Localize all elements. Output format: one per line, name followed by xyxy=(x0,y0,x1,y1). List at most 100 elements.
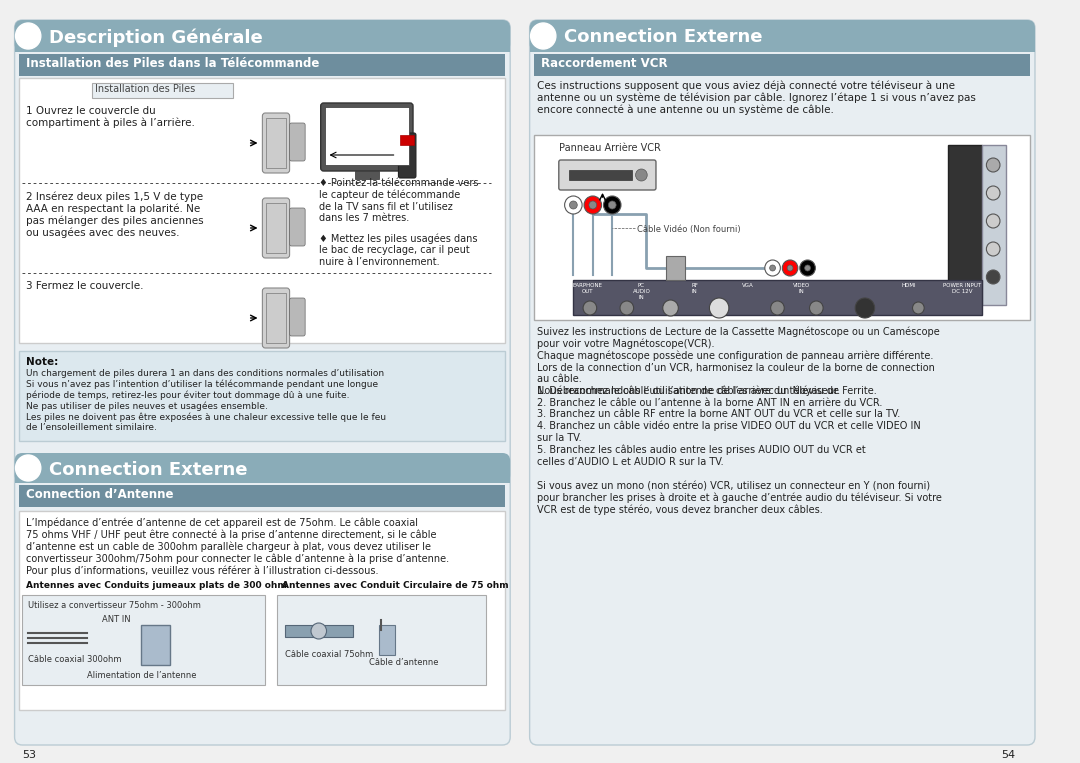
FancyBboxPatch shape xyxy=(289,208,306,246)
FancyBboxPatch shape xyxy=(289,123,306,161)
FancyBboxPatch shape xyxy=(262,198,289,258)
FancyBboxPatch shape xyxy=(535,135,1030,320)
Text: 2 Insérez deux piles 1,5 V de type
AAA en respectant la polarité. Ne
pas mélange: 2 Insérez deux piles 1,5 V de type AAA e… xyxy=(26,191,204,238)
FancyBboxPatch shape xyxy=(535,54,1030,76)
FancyBboxPatch shape xyxy=(947,145,982,305)
Circle shape xyxy=(311,623,326,639)
Circle shape xyxy=(986,214,1000,228)
FancyBboxPatch shape xyxy=(529,20,1035,52)
FancyBboxPatch shape xyxy=(325,107,409,165)
FancyBboxPatch shape xyxy=(267,293,286,343)
Text: Connection d’Antenne: Connection d’Antenne xyxy=(26,488,174,501)
FancyBboxPatch shape xyxy=(14,36,510,52)
Text: Câble Vidéo (Non fourni): Câble Vidéo (Non fourni) xyxy=(636,225,740,234)
FancyBboxPatch shape xyxy=(321,103,413,171)
FancyBboxPatch shape xyxy=(573,280,982,315)
FancyBboxPatch shape xyxy=(289,298,306,336)
FancyBboxPatch shape xyxy=(14,453,510,483)
FancyBboxPatch shape xyxy=(558,160,656,190)
Text: Alimentation de l’antenne: Alimentation de l’antenne xyxy=(87,671,197,680)
Text: Raccordement VCR: Raccordement VCR xyxy=(541,57,667,70)
Text: Câble d’antenne: Câble d’antenne xyxy=(369,658,438,667)
Text: VGA: VGA xyxy=(742,283,754,288)
Text: Antennes avec Conduit Circulaire de 75 ohm: Antennes avec Conduit Circulaire de 75 o… xyxy=(282,581,509,590)
Circle shape xyxy=(565,196,582,214)
FancyBboxPatch shape xyxy=(665,256,685,280)
FancyBboxPatch shape xyxy=(19,54,505,76)
FancyBboxPatch shape xyxy=(267,203,286,253)
Circle shape xyxy=(15,455,41,481)
Circle shape xyxy=(663,300,678,316)
Text: VIDEO
IN: VIDEO IN xyxy=(793,283,810,294)
Text: L’Impédance d’entrée d’antenne de cet appareil est de 75ohm. Le câble coaxial
75: L’Impédance d’entrée d’antenne de cet ap… xyxy=(26,517,449,576)
Text: Description Générale: Description Générale xyxy=(49,28,262,47)
Text: PC
AUDIO
IN: PC AUDIO IN xyxy=(633,283,650,300)
Text: ♦ Mettez les piles usagées dans
le bac de recyclage, car il peut
nuire à l’envir: ♦ Mettez les piles usagées dans le bac d… xyxy=(319,233,477,267)
Circle shape xyxy=(986,242,1000,256)
Text: 3 Fermez le couvercle.: 3 Fermez le couvercle. xyxy=(26,281,144,291)
Text: 1. Débranchez le câble ou l’antenne de l’arrière du téléviseur.
2. Branchez le c: 1. Débranchez le câble ou l’antenne de l… xyxy=(538,386,921,467)
Text: ANT IN: ANT IN xyxy=(102,615,131,624)
FancyBboxPatch shape xyxy=(529,36,1035,52)
Circle shape xyxy=(710,298,729,318)
Circle shape xyxy=(986,270,1000,284)
Text: Installation des Piles: Installation des Piles xyxy=(95,84,195,94)
Text: HDMI: HDMI xyxy=(902,283,916,288)
Text: Installation des Piles dans la Télécommande: Installation des Piles dans la Télécomma… xyxy=(26,57,320,70)
FancyBboxPatch shape xyxy=(568,170,632,180)
Text: Panneau Arrière VCR: Panneau Arrière VCR xyxy=(558,143,661,153)
FancyBboxPatch shape xyxy=(529,20,1035,745)
Text: Utilisez a convertisseur 75ohm - 300ohm: Utilisez a convertisseur 75ohm - 300ohm xyxy=(28,601,201,610)
Circle shape xyxy=(530,23,556,49)
Text: 54: 54 xyxy=(1001,750,1015,760)
Circle shape xyxy=(855,298,875,318)
Text: POWER INPUT
DC 12V: POWER INPUT DC 12V xyxy=(943,283,981,294)
Circle shape xyxy=(986,158,1000,172)
Circle shape xyxy=(770,265,775,271)
FancyBboxPatch shape xyxy=(354,171,379,179)
FancyBboxPatch shape xyxy=(14,20,510,52)
Circle shape xyxy=(583,301,596,315)
Circle shape xyxy=(913,302,924,314)
Text: Si vous avez un mono (non stéréo) VCR, utilisez un connecteur en Y (non fourni)
: Si vous avez un mono (non stéréo) VCR, u… xyxy=(538,481,942,515)
FancyBboxPatch shape xyxy=(401,135,414,145)
FancyBboxPatch shape xyxy=(982,145,1005,305)
Text: Ces instructions supposent que vous aviez déjà connecté votre téléviseur à une
a: Ces instructions supposent que vous avie… xyxy=(538,80,976,115)
FancyBboxPatch shape xyxy=(379,625,394,655)
Text: ♦ Pointez la télécommande vers
le capteur de télécommande
de la TV sans fil et l: ♦ Pointez la télécommande vers le capteu… xyxy=(319,178,478,224)
FancyBboxPatch shape xyxy=(23,595,266,685)
Circle shape xyxy=(635,169,647,181)
FancyBboxPatch shape xyxy=(140,625,170,665)
FancyBboxPatch shape xyxy=(19,351,505,441)
Text: Un chargement de piles durera 1 an dans des conditions normales d’utilisation
Si: Un chargement de piles durera 1 an dans … xyxy=(26,369,387,433)
Circle shape xyxy=(805,265,810,271)
FancyBboxPatch shape xyxy=(399,133,416,178)
FancyBboxPatch shape xyxy=(285,625,353,637)
Text: 1 Ouvrez le couvercle du
compartiment à piles à l’arrière.: 1 Ouvrez le couvercle du compartiment à … xyxy=(26,106,195,128)
Text: Câble coaxial 300ohm: Câble coaxial 300ohm xyxy=(28,655,122,664)
FancyBboxPatch shape xyxy=(267,118,286,168)
Circle shape xyxy=(782,260,798,276)
FancyBboxPatch shape xyxy=(262,113,289,173)
Text: RF
IN: RF IN xyxy=(691,283,699,294)
Circle shape xyxy=(589,201,596,209)
FancyBboxPatch shape xyxy=(14,20,510,745)
Text: Câble coaxial 75ohm: Câble coaxial 75ohm xyxy=(285,650,373,659)
FancyBboxPatch shape xyxy=(262,288,289,348)
Text: 53: 53 xyxy=(23,750,37,760)
Text: Connection Externe: Connection Externe xyxy=(564,28,762,46)
Circle shape xyxy=(771,301,784,315)
Text: Suivez les instructions de Lecture de la Cassette Magnétoscope ou un Caméscope
p: Suivez les instructions de Lecture de la… xyxy=(538,326,941,396)
Circle shape xyxy=(787,265,793,271)
FancyBboxPatch shape xyxy=(14,468,510,483)
Circle shape xyxy=(569,201,577,209)
Circle shape xyxy=(15,23,41,49)
FancyBboxPatch shape xyxy=(276,595,486,685)
FancyBboxPatch shape xyxy=(92,83,233,98)
FancyBboxPatch shape xyxy=(19,485,505,507)
Circle shape xyxy=(765,260,781,276)
FancyBboxPatch shape xyxy=(19,511,505,710)
Text: Note:: Note: xyxy=(26,357,58,367)
Circle shape xyxy=(620,301,634,315)
Circle shape xyxy=(986,186,1000,200)
